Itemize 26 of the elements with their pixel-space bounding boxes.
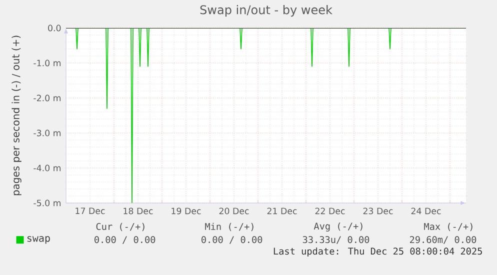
- text: Last update: Thu Dec 25 08:00:04 2025: [274, 247, 482, 257]
- x-tick-label: 17 Dec: [76, 208, 105, 214]
- y-tick-label: -2.0 m: [34, 94, 61, 102]
- x-tick-label: 24 Dec: [411, 208, 441, 214]
- text: Min (-/+): [205, 222, 254, 232]
- text: Avg (-/+): [314, 222, 362, 232]
- y-tick-label: -1.0 m: [34, 60, 61, 66]
- y-tick-label: -4.0 m: [34, 164, 61, 172]
- y-tick-label: -5.0 m: [34, 200, 61, 206]
- x-tick-label: 21 Dec: [267, 208, 297, 214]
- x-tick-label: 18 Dec: [124, 208, 153, 214]
- x-tick-label: 22 Dec: [315, 208, 345, 214]
- text: Cur (-/+): [96, 222, 144, 232]
- x-tick-label: 19 Dec: [172, 208, 201, 214]
- y-axis-title: pages per second in (-) / out (+): [12, 36, 22, 196]
- legend-label: swap: [27, 236, 50, 244]
- text: Max (-/+): [424, 222, 472, 232]
- text: 0.00 / 0.00: [94, 236, 156, 244]
- text: 33.33u/ 0.00: [302, 236, 370, 244]
- x-tick-label: 20 Dec: [219, 208, 249, 214]
- chart-title: Swap in/out - by week: [200, 5, 332, 17]
- text: 0.00 / 0.00: [202, 236, 262, 244]
- y-tick-label: 0.0: [48, 24, 61, 32]
- x-tick-label: 23 Dec: [363, 208, 393, 214]
- text: 29.60m/ 0.00: [410, 236, 476, 244]
- y-tick-label: -3.0 m: [34, 130, 61, 136]
